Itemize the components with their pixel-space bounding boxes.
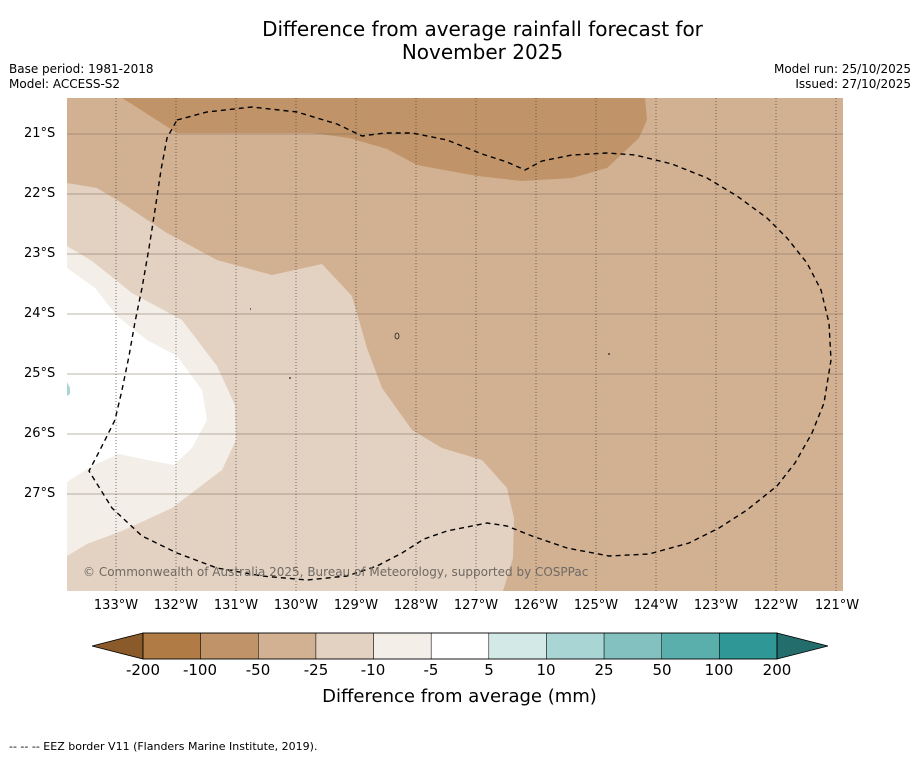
colorbar-cell (200, 632, 259, 660)
colorbar-cell (719, 632, 778, 660)
colorbar-tick: 200 (762, 661, 792, 679)
lat-label: 24°S (24, 306, 56, 321)
colorbar-cell (142, 632, 201, 660)
model-text: Model: ACCESS-S2 (9, 77, 121, 91)
colorbar-tick: 10 (536, 661, 556, 679)
meta-left: Base period: 1981-2018 Model: ACCESS-S2 (9, 62, 154, 92)
lon-label: 126°W (513, 598, 559, 613)
eez-footnote: -- -- -- EEZ border V11 (Flanders Marine… (9, 740, 318, 753)
meta-right: Model run: 25/10/2025 Issued: 27/10/2025 (774, 62, 911, 92)
lat-label: 27°S (24, 486, 56, 501)
colorbar-label: Difference from average (mm) (322, 686, 597, 707)
issued-text: Issued: 27/10/2025 (795, 77, 911, 91)
lat-label: 26°S (24, 426, 56, 441)
colorbar-tick: 100 (704, 661, 734, 679)
colorbar-tick: -5 (423, 661, 439, 679)
colorbar-tick: 50 (652, 661, 672, 679)
lat-label: 23°S (24, 246, 56, 261)
lat-label: 21°S (24, 126, 56, 141)
colorbar-cell (661, 632, 720, 660)
fill-pos-sliver (67, 382, 70, 396)
lon-label: 131°W (213, 598, 259, 613)
colorbar-frame (142, 632, 778, 660)
contour-speck (394, 332, 400, 340)
title-line-2: November 2025 (401, 40, 564, 64)
colorbar-tick: -25 (303, 661, 329, 679)
colorbar-under-arrow (91, 632, 144, 660)
colorbar-tick: -100 (182, 661, 218, 679)
longitude-gridlines (115, 98, 837, 591)
rainfall-map (67, 98, 843, 591)
model-run-text: Model run: 25/10/2025 (773, 62, 911, 76)
lon-label: 132°W (153, 598, 199, 613)
colorbar-cell (603, 632, 662, 660)
eez-border (88, 106, 832, 581)
lon-label: 127°W (453, 598, 499, 613)
colorbar-cell (430, 632, 490, 660)
colorbar-tick: 25 (594, 661, 614, 679)
colorbar-tick: -10 (360, 661, 386, 679)
colorbar-cell (488, 632, 547, 660)
colorbar-tick: 5 (484, 661, 494, 679)
lon-label: 124°W (633, 598, 679, 613)
lon-label: 121°W (814, 598, 860, 613)
lon-label: 125°W (573, 598, 619, 613)
colorbar-tick: -200 (125, 661, 161, 679)
lat-label: 22°S (24, 186, 56, 201)
lat-label: 25°S (24, 366, 56, 381)
colorbar-cell (373, 632, 432, 660)
lon-label: 123°W (693, 598, 739, 613)
title-line-1: Difference from average rainfall forecas… (262, 17, 703, 41)
latitude-gridlines (67, 133, 843, 495)
chart-title: Difference from average rainfall forecas… (23, 18, 919, 64)
copyright-text: © Commonwealth of Australia 2025, Bureau… (83, 565, 589, 579)
colorbar (91, 632, 829, 660)
colorbar-cells (142, 632, 778, 660)
colorbar-cell (315, 632, 374, 660)
fill-neg5-5 (67, 268, 207, 482)
colorbar-tick: -50 (245, 661, 271, 679)
colorbar-cell (546, 632, 605, 660)
fill-neg100-50 (122, 98, 647, 181)
lon-label: 130°W (273, 598, 319, 613)
colorbar-cell (258, 632, 317, 660)
lon-label: 128°W (393, 598, 439, 613)
lon-label: 129°W (333, 598, 379, 613)
base-period-text: Base period: 1981-2018 (9, 62, 154, 76)
lon-label: 122°W (753, 598, 799, 613)
lon-label: 133°W (93, 598, 139, 613)
colorbar-over-arrow (776, 632, 829, 660)
